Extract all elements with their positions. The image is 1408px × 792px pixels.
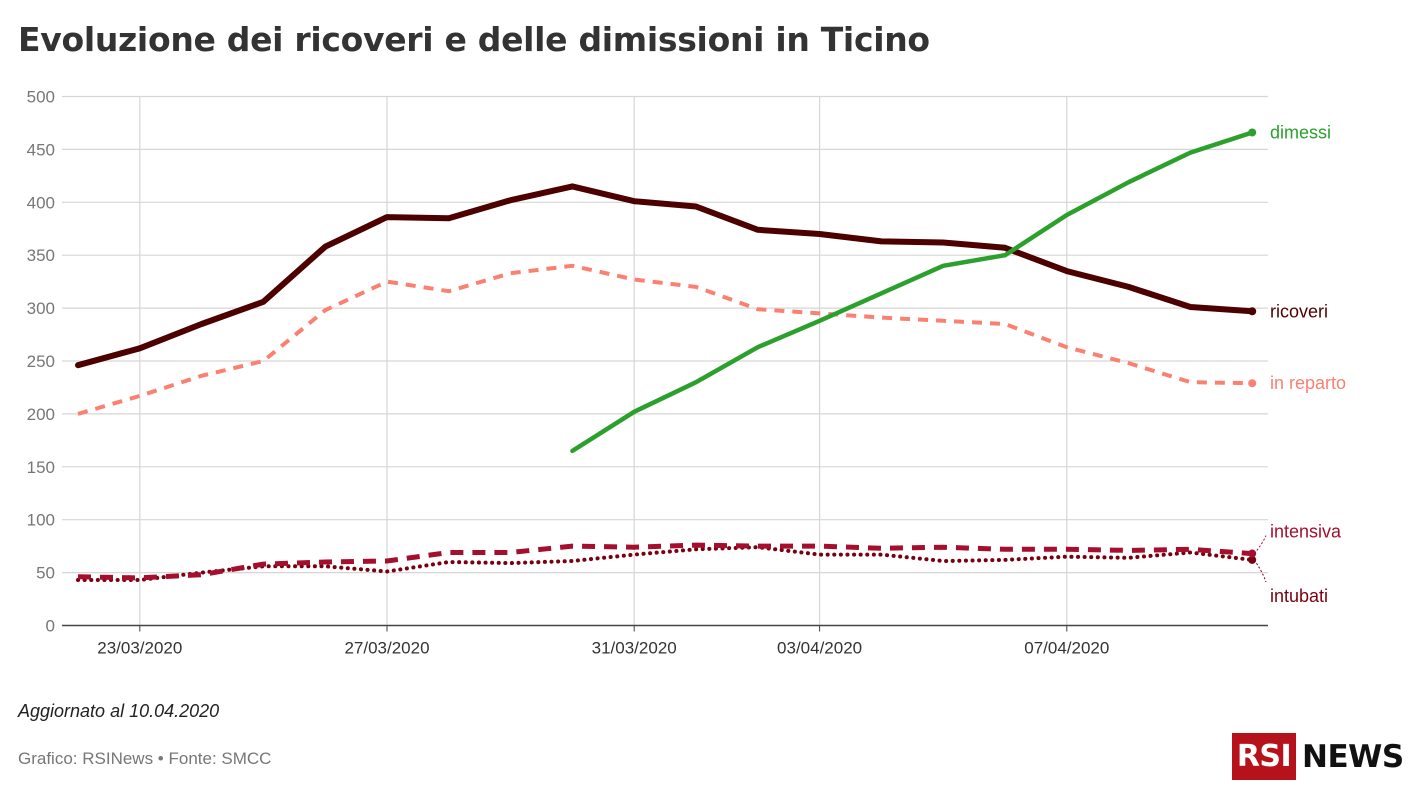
series-endpoint-intensiva bbox=[1248, 549, 1257, 558]
chart-series bbox=[75, 128, 1257, 582]
series-endpoint-ricoveri bbox=[1248, 307, 1257, 316]
y-tick-label: 400 bbox=[27, 193, 55, 212]
series-line-intensiva bbox=[77, 542, 1253, 581]
y-tick-label: 500 bbox=[27, 88, 55, 107]
series-endpoint-intubati bbox=[1248, 555, 1257, 564]
rsi-news-logo: RSI NEWS bbox=[1232, 733, 1404, 780]
series-label-in-reparto: in reparto bbox=[1270, 373, 1346, 393]
label-connector-intensiva bbox=[1253, 535, 1267, 554]
x-tick-label: 03/04/2020 bbox=[777, 639, 862, 658]
series-label-ricoveri: ricoveri bbox=[1270, 301, 1328, 321]
x-tick-label: 23/03/2020 bbox=[97, 639, 182, 658]
series-label-intubati: intubati bbox=[1270, 586, 1328, 606]
series-line-ricoveri bbox=[75, 183, 1256, 369]
series-line-in-reparto bbox=[77, 263, 1253, 416]
line-chart: ricoveri in reparto dimessi intensiva intuba… bbox=[27, 88, 1346, 658]
y-tick-label: 450 bbox=[27, 140, 55, 159]
x-tick-label: 27/03/2020 bbox=[344, 639, 429, 658]
series-line-dimessi bbox=[570, 130, 1255, 454]
series-label-intensiva: intensiva bbox=[1270, 522, 1342, 542]
y-tick-label: 350 bbox=[27, 246, 55, 265]
y-tick-label: 150 bbox=[27, 458, 55, 477]
y-tick-label: 300 bbox=[27, 299, 55, 318]
x-tick-label: 07/04/2020 bbox=[1024, 639, 1109, 658]
news-logo-text: NEWS bbox=[1302, 738, 1404, 775]
series-line-intubati bbox=[76, 545, 1255, 582]
chart-grid bbox=[62, 95, 1268, 626]
x-tick-label: 31/03/2020 bbox=[592, 639, 677, 658]
series-endpoint-in-reparto bbox=[1248, 379, 1257, 388]
y-tick-label: 0 bbox=[46, 617, 55, 636]
chart-series-labels: ricoveri in reparto dimessi intensiva intuba… bbox=[1253, 122, 1346, 606]
y-tick-label: 250 bbox=[27, 352, 55, 371]
credits: Grafico: RSINews • Fonte: SMCC bbox=[18, 749, 272, 768]
update-note: Aggiornato al 10.04.2020 bbox=[18, 701, 220, 721]
series-endpoint-dimessi bbox=[1248, 128, 1257, 137]
series-label-dimessi: dimessi bbox=[1270, 122, 1331, 142]
chart-axes: 0 50 100 150 200 250 300 350 400 450 500 23/03/2020… bbox=[27, 88, 1268, 658]
label-connector-intubati bbox=[1253, 559, 1267, 583]
y-tick-label: 200 bbox=[27, 405, 55, 424]
y-tick-label: 50 bbox=[36, 564, 55, 583]
rsi-logo-box: RSI bbox=[1232, 733, 1296, 780]
chart-title: Evoluzione dei ricoveri e delle dimissio… bbox=[18, 20, 930, 59]
y-tick-label: 100 bbox=[27, 511, 55, 530]
